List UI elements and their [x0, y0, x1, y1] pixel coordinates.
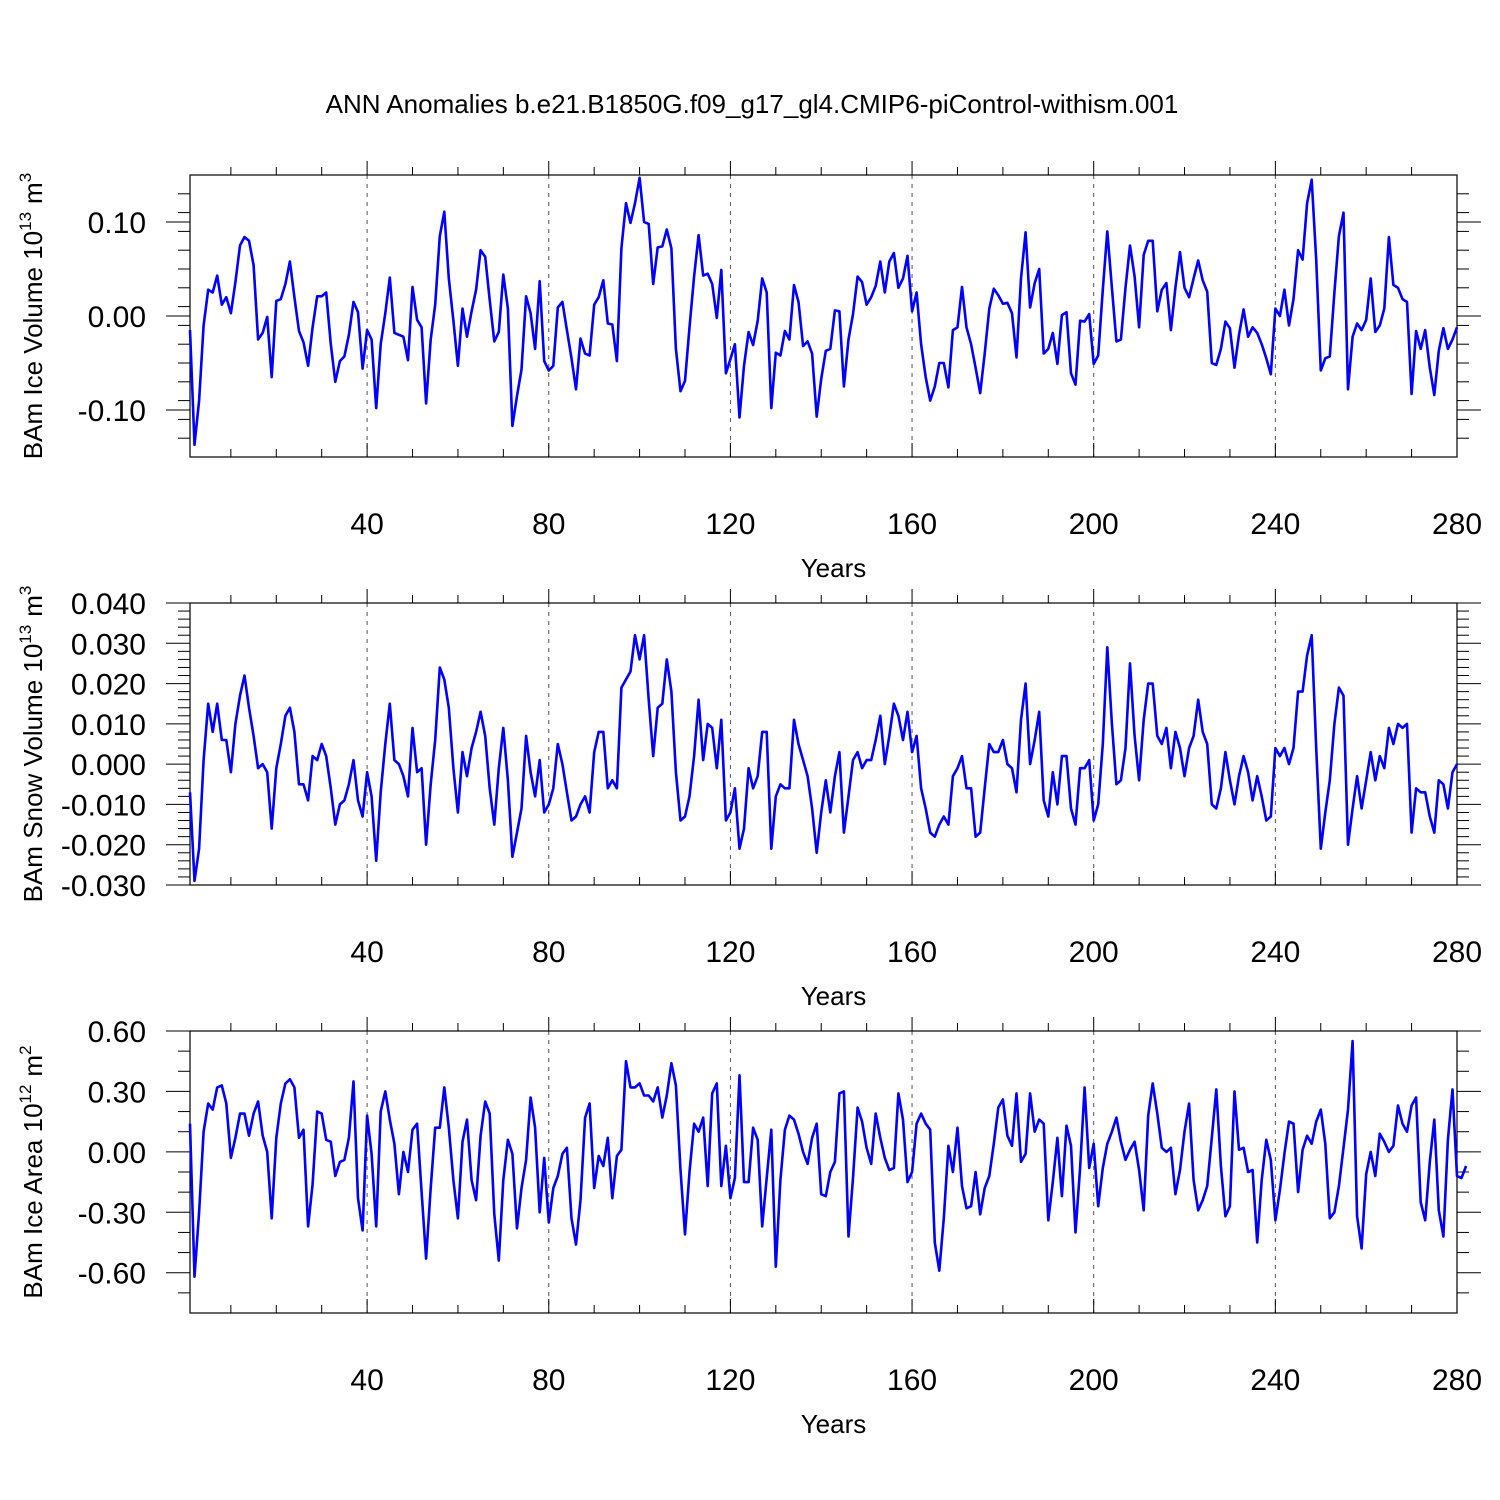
- figure-title: ANN Anomalies b.e21.B1850G.f09_g17_gl4.C…: [326, 89, 1179, 119]
- series-line: [188, 1039, 1468, 1278]
- panel-ice-volume: 40 80 120 160 200 240 280 -0.10 0.00 0.10 Years BAm…: [16, 161, 1482, 583]
- y-tick-label: 0.000: [71, 749, 146, 782]
- y-axis-title-unit: m: [18, 1055, 48, 1077]
- y-axis-title: BAm Ice Area 1012 m2: [16, 1045, 48, 1298]
- x-tick-label: 280: [1432, 508, 1482, 541]
- x-tick-label: 120: [705, 936, 755, 969]
- y-axis-title-main: BAm Ice Area 10: [18, 1103, 48, 1298]
- y-axis-title-unit-exponent: 3: [16, 173, 35, 182]
- y-tick-label: 0.00: [88, 301, 146, 334]
- x-tick-label: 120: [705, 508, 755, 541]
- y-tick-label: -0.10: [78, 395, 146, 428]
- y-axis-title-main: BAm Ice Volume 10: [18, 231, 48, 459]
- panel-ice-area: 40 80 120 160 200 240 280 -0.60 -0.30 0.00 0.30 0.6…: [16, 1016, 1482, 1439]
- plot-frame: [189, 174, 1458, 458]
- y-tick-label: -0.010: [61, 789, 146, 822]
- y-axis-title: BAm Ice Volume 1013 m3: [16, 173, 48, 459]
- y-axis-title-exponent: 13: [16, 625, 35, 644]
- series-line: [188, 633, 1459, 883]
- x-tick-label: 240: [1250, 936, 1300, 969]
- x-axis-title: Years: [801, 981, 867, 1011]
- panel-snow-volume: 40 80 120 160 200 240 280 -0.030 -0.020 -0.010 0.0…: [16, 586, 1482, 1011]
- plot-frame: [189, 1030, 1458, 1314]
- plot-frame: [189, 602, 1458, 886]
- x-tick-label: 80: [532, 936, 565, 969]
- y-axis-title-unit-exponent: 2: [16, 1045, 35, 1054]
- x-tick-label: 40: [350, 508, 383, 541]
- y-tick-label: -0.30: [78, 1197, 146, 1230]
- x-tick-label: 200: [1069, 1364, 1119, 1397]
- y-tick-label: -0.60: [78, 1258, 146, 1291]
- x-tick-label: 40: [350, 936, 383, 969]
- x-axis-title: Years: [801, 553, 867, 583]
- y-tick-label: 0.10: [88, 207, 146, 240]
- y-tick-label: 0.030: [71, 628, 146, 661]
- x-tick-label: 120: [705, 1364, 755, 1397]
- x-tick-label: 80: [532, 1364, 565, 1397]
- x-tick-label: 240: [1250, 1364, 1300, 1397]
- y-tick-label: 0.00: [88, 1137, 146, 1170]
- y-axis-title-unit: m: [18, 595, 48, 617]
- y-tick-label: -0.020: [61, 830, 146, 863]
- y-axis-title-unit-exponent: 3: [16, 586, 35, 595]
- x-tick-label: 80: [532, 508, 565, 541]
- series-line: [188, 176, 1459, 447]
- y-tick-label: 0.040: [71, 588, 146, 621]
- y-axis-title-unit: m: [18, 182, 48, 204]
- y-tick-label: 0.60: [88, 1016, 146, 1049]
- x-tick-label: 240: [1250, 508, 1300, 541]
- x-tick-label: 200: [1069, 508, 1119, 541]
- x-tick-label: 160: [887, 508, 937, 541]
- y-axis-title: BAm Snow Volume 1013 m3: [16, 586, 48, 903]
- x-tick-label: 40: [350, 1364, 383, 1397]
- x-tick-label: 280: [1432, 936, 1482, 969]
- y-tick-label: 0.010: [71, 709, 146, 742]
- x-axis-title: Years: [801, 1409, 867, 1439]
- x-tick-label: 200: [1069, 936, 1119, 969]
- y-axis-title-exponent: 12: [16, 1085, 35, 1104]
- x-tick-label: 160: [887, 1364, 937, 1397]
- x-tick-label: 280: [1432, 1364, 1482, 1397]
- y-axis-title-main: BAm Snow Volume 10: [18, 644, 48, 903]
- y-axis-title-exponent: 13: [16, 212, 35, 231]
- y-tick-label: 0.30: [88, 1076, 146, 1109]
- y-tick-label: 0.020: [71, 669, 146, 702]
- y-tick-label: -0.030: [61, 870, 146, 903]
- x-tick-label: 160: [887, 936, 937, 969]
